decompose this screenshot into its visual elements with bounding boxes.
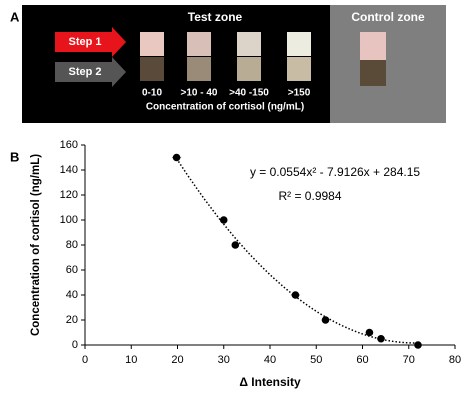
x-tick-label: 10 bbox=[125, 354, 137, 366]
data-point bbox=[321, 316, 330, 324]
y-tick-label: 160 bbox=[60, 139, 78, 151]
data-point bbox=[291, 291, 300, 299]
step-arrow bbox=[55, 57, 126, 87]
x-axis-title: Δ Intensity bbox=[239, 375, 301, 389]
strip-top bbox=[187, 32, 211, 56]
range-label: >40 -150 bbox=[229, 88, 269, 99]
strip-bottom bbox=[187, 57, 211, 81]
y-tick-label: 0 bbox=[72, 339, 78, 351]
trendline-equation: y = 0.0554x² - 7.9126x + 284.15 bbox=[250, 165, 420, 179]
strip-top bbox=[237, 32, 261, 56]
y-tick-label: 140 bbox=[60, 164, 78, 176]
strip-top bbox=[360, 32, 386, 60]
y-tick-label: 120 bbox=[60, 189, 78, 201]
x-tick-label: 20 bbox=[171, 354, 183, 366]
step-arrow bbox=[55, 27, 126, 57]
trendline bbox=[175, 158, 418, 344]
control-zone-panel bbox=[330, 5, 446, 123]
x-tick-label: 0 bbox=[82, 354, 88, 366]
data-point bbox=[172, 153, 181, 162]
strip-bottom bbox=[287, 57, 311, 81]
y-tick-label: 20 bbox=[66, 314, 78, 326]
x-tick-label: 50 bbox=[310, 354, 322, 366]
strip-top bbox=[287, 32, 311, 56]
range-caption: Concentration of cortisol (ng/mL) bbox=[146, 102, 304, 113]
r-squared: R² = 0.9984 bbox=[278, 189, 341, 203]
step-label: Step 2 bbox=[68, 66, 101, 78]
range-label: >150 bbox=[288, 88, 311, 99]
x-tick-label: 30 bbox=[218, 354, 230, 366]
x-tick-label: 40 bbox=[264, 354, 276, 366]
strip-bottom bbox=[140, 57, 164, 81]
zone-title: Test zone bbox=[188, 10, 243, 24]
panel-label: B bbox=[10, 149, 19, 164]
data-point bbox=[219, 216, 228, 224]
panel-label: A bbox=[10, 9, 20, 24]
strip-bottom bbox=[360, 60, 386, 86]
test-strips bbox=[140, 32, 386, 86]
data-point bbox=[414, 341, 422, 349]
y-axis-title: Concentration of cortisol (ng/mL) bbox=[30, 154, 42, 336]
y-tick-label: 80 bbox=[66, 239, 78, 251]
strip-top bbox=[140, 32, 164, 56]
y-tick-label: 100 bbox=[60, 214, 78, 226]
data-point bbox=[377, 334, 385, 343]
x-tick-label: 70 bbox=[403, 354, 415, 366]
zone-title: Control zone bbox=[351, 10, 425, 24]
step-label: Step 1 bbox=[68, 36, 101, 48]
y-tick-label: 40 bbox=[66, 289, 78, 301]
range-label: >10 - 40 bbox=[181, 88, 218, 99]
y-tick-label: 60 bbox=[66, 264, 78, 276]
strip-bottom bbox=[237, 57, 261, 81]
data-point bbox=[231, 241, 240, 249]
data-point bbox=[365, 328, 374, 337]
range-label: 0-10 bbox=[142, 88, 162, 99]
x-tick-label: 80 bbox=[449, 354, 461, 366]
x-tick-label: 60 bbox=[356, 354, 368, 366]
